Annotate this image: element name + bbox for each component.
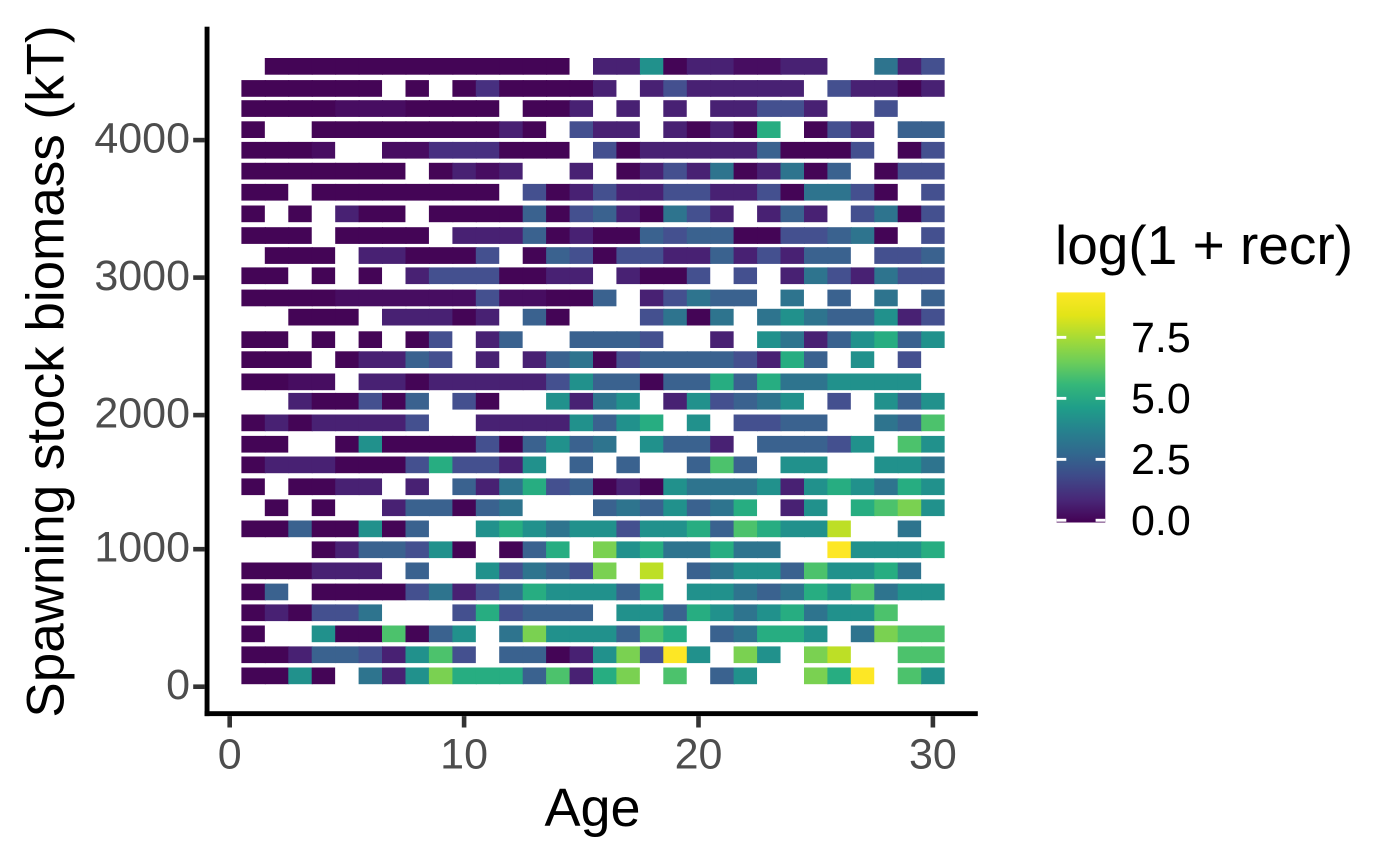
- svg-text:2000: 2000: [94, 390, 190, 438]
- svg-text:0.0: 0.0: [1131, 497, 1191, 545]
- svg-text:4000: 4000: [94, 115, 190, 163]
- svg-text:0: 0: [218, 731, 242, 779]
- svg-text:30: 30: [909, 731, 957, 779]
- svg-text:1000: 1000: [94, 524, 190, 572]
- svg-text:log(1 + recr): log(1 + recr): [1055, 214, 1353, 276]
- svg-text:Spawning stock biomass (kT): Spawning stock biomass (kT): [17, 25, 76, 717]
- svg-text:2.5: 2.5: [1131, 436, 1191, 484]
- svg-text:10: 10: [440, 731, 488, 779]
- svg-text:5.0: 5.0: [1131, 375, 1191, 423]
- svg-text:Age: Age: [544, 778, 640, 838]
- svg-text:7.5: 7.5: [1131, 314, 1191, 362]
- svg-text:3000: 3000: [94, 252, 190, 300]
- svg-text:0: 0: [166, 661, 190, 709]
- svg-text:20: 20: [675, 731, 723, 779]
